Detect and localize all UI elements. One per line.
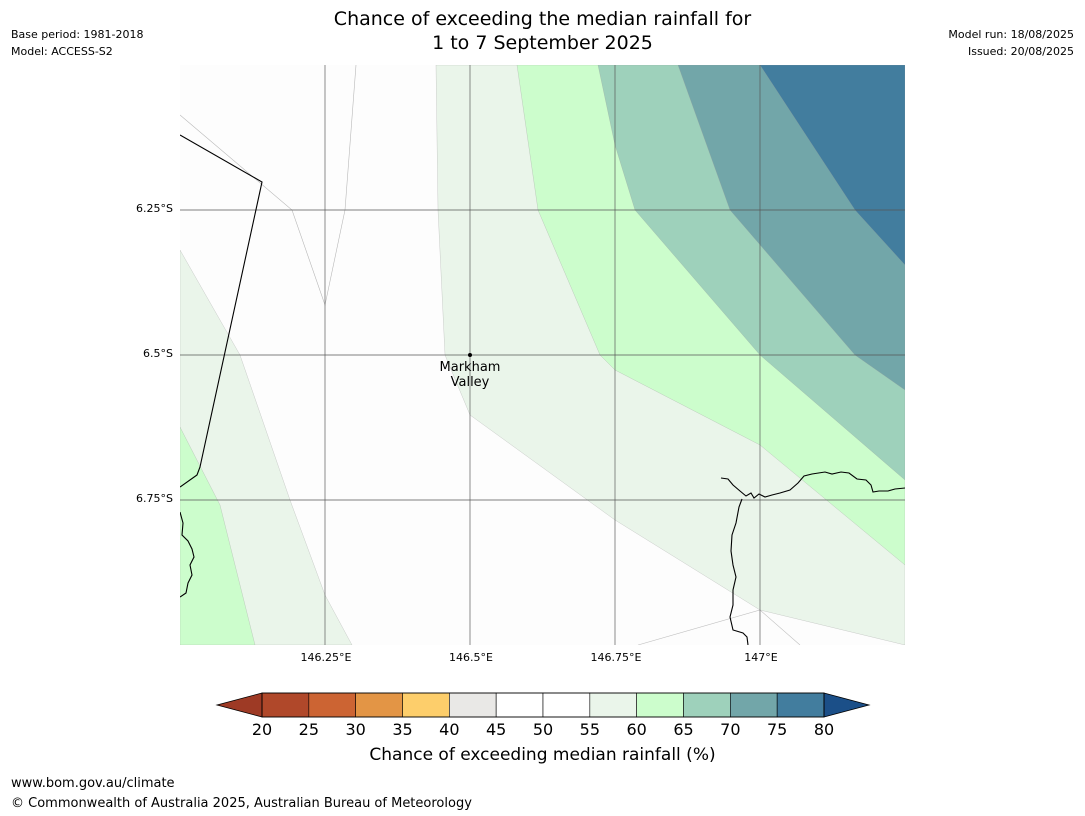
colorbar-cells (261, 692, 825, 718)
band-60-65-west (180, 426, 256, 645)
rainfall-map (180, 65, 905, 645)
lat-label-6-25: 6.25°S (136, 202, 173, 215)
colorbar-tick-label: 50 (532, 720, 554, 739)
base-period: Base period: 1981-2018 (11, 28, 144, 41)
graticule (180, 65, 905, 645)
lon-label-146-75: 146.75°E (590, 651, 642, 664)
colorbar-tick-label: 20 (251, 720, 273, 739)
lon-label-147: 147°E (744, 651, 778, 664)
place-name-line-2: Valley (450, 375, 490, 390)
footer-url: www.bom.gov.au/climate (11, 776, 175, 791)
footer-copyright: © Commonwealth of Australia 2025, Austra… (11, 796, 472, 811)
markham-valley-label: Markham Valley (420, 360, 520, 390)
colorbar-tick-label: 30 (345, 720, 366, 739)
colorbar-tick-label: 45 (485, 720, 507, 739)
lon-label-146-5: 146.5°E (449, 651, 493, 664)
colorbar-cell (402, 692, 450, 718)
colorbar-tick-label: 35 (392, 720, 413, 739)
metadata-left: Base period: 1981-2018 Model: ACCESS-S2 (11, 26, 143, 60)
title-line-1: Chance of exceeding the median rainfall … (333, 8, 752, 30)
colorbar-cell (495, 692, 544, 718)
colorbar-cell (589, 692, 637, 718)
colorbar-tick-label: 75 (766, 720, 788, 739)
model-name: Model: ACCESS-S2 (11, 45, 113, 58)
colorbar-under-arrow (215, 692, 263, 718)
model-run: Model run: 18/08/2025 (948, 28, 1074, 41)
lon-label-146-25: 146.25°E (300, 651, 352, 664)
place-name-line-1: Markham (439, 360, 501, 375)
coastline-east (729, 498, 749, 645)
boundary-line-west (180, 134, 263, 488)
map-title: Chance of exceeding the median rainfall … (0, 7, 1085, 55)
colorbar-over-arrow (823, 692, 871, 718)
colorbar-outline (261, 692, 825, 718)
markham-valley-marker (468, 353, 472, 357)
colorbar-cell (449, 692, 497, 718)
colorbar-cell (636, 692, 684, 718)
colorbar-tick-label: 40 (439, 720, 460, 739)
colorbar-tick-label: 25 (298, 720, 319, 739)
coastline-huon-gulf (720, 471, 905, 499)
colorbar-cell (355, 692, 403, 718)
colorbar-cell (308, 692, 356, 718)
band-75-80 (759, 65, 905, 266)
lat-label-6-5: 6.5°S (143, 347, 173, 360)
colorbar-tick-label: 80 (813, 720, 835, 739)
metadata-right: Model run: 18/08/2025 Issued: 20/08/2025 (948, 26, 1074, 60)
colorbar-cell (261, 692, 310, 718)
colorbar-title: Chance of exceeding median rainfall (%) (369, 745, 716, 765)
coastlines (180, 134, 905, 645)
colorbar-tick-label: 65 (673, 720, 694, 739)
colorbar-tick-label: 60 (626, 720, 647, 739)
colorbar-cell (683, 692, 731, 718)
colorbar-cell (542, 692, 591, 718)
title-line-2: 1 to 7 September 2025 (432, 32, 653, 54)
colorbar-tick-label: 55 (579, 720, 600, 739)
colorbar-cell (730, 692, 778, 718)
lat-label-6-75: 6.75°S (136, 492, 173, 505)
colorbar (215, 692, 871, 718)
colorbar-cell (776, 692, 825, 718)
colorbar-tick-label: 70 (720, 720, 741, 739)
coastline-southwest (180, 511, 195, 598)
issued-date: Issued: 20/08/2025 (967, 45, 1074, 58)
